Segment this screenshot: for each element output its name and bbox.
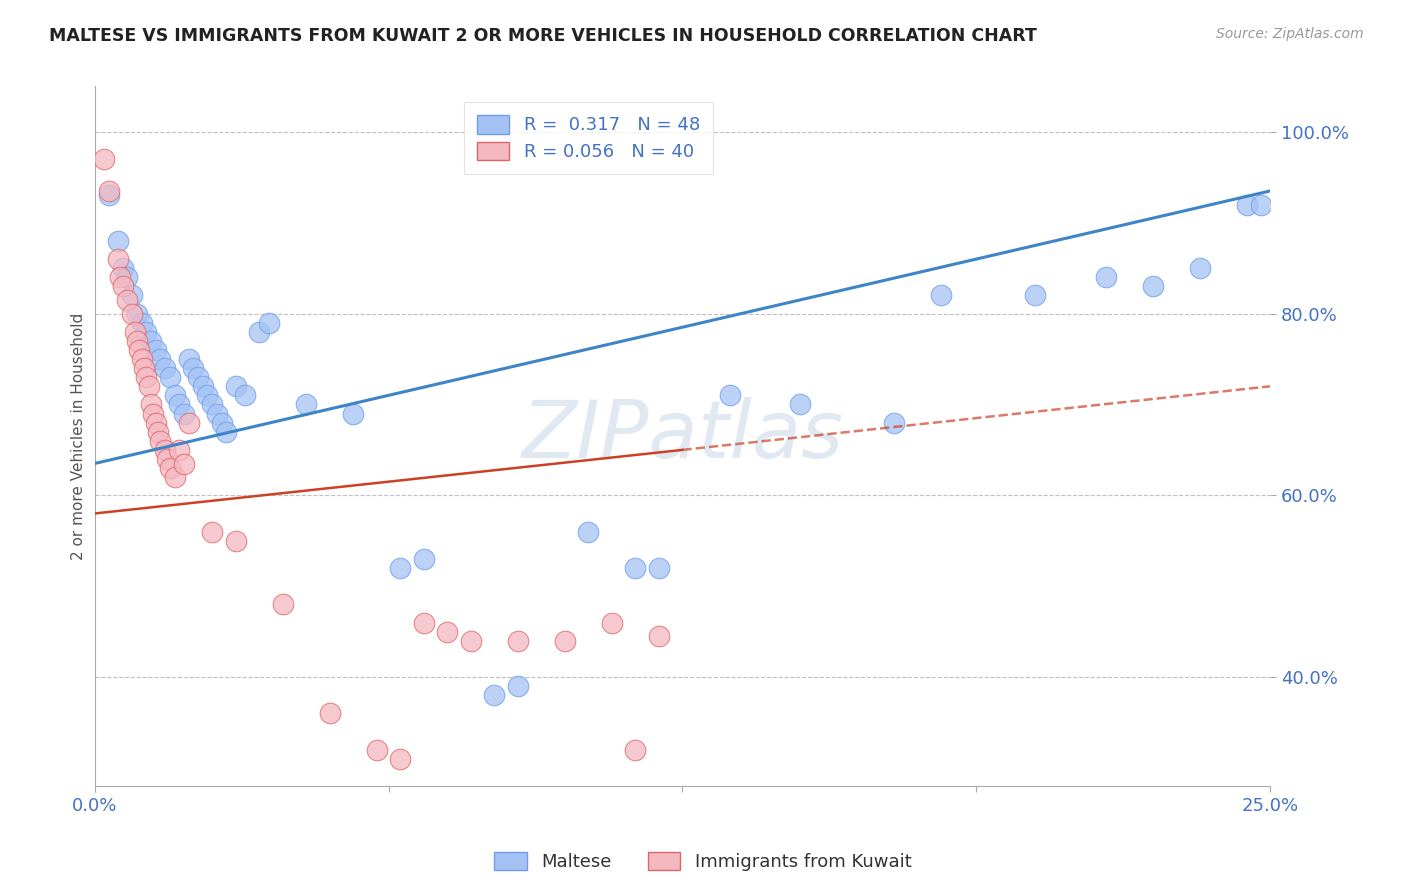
Point: [1188, 261, 1211, 276]
Point: [191, 379, 214, 393]
Point: [389, 561, 412, 575]
Point: [295, 397, 318, 411]
Point: [139, 397, 162, 411]
Point: [506, 633, 529, 648]
Point: [183, 361, 205, 376]
Text: Source: ZipAtlas.com: Source: ZipAtlas.com: [1216, 27, 1364, 41]
Point: [177, 351, 200, 366]
Point: [247, 325, 270, 339]
Text: ZIPatlas: ZIPatlas: [522, 397, 844, 475]
Point: [107, 252, 129, 266]
Point: [648, 629, 671, 643]
Point: [142, 407, 165, 421]
Point: [131, 316, 153, 330]
Point: [132, 361, 155, 376]
Point: [1250, 197, 1272, 211]
Point: [93, 152, 115, 166]
Point: [271, 598, 294, 612]
Point: [554, 633, 576, 648]
Point: [1024, 288, 1046, 302]
Point: [139, 334, 162, 348]
Point: [436, 624, 458, 639]
Legend: Maltese, Immigrants from Kuwait: Maltese, Immigrants from Kuwait: [488, 845, 918, 879]
Text: MALTESE VS IMMIGRANTS FROM KUWAIT 2 OR MORE VEHICLES IN HOUSEHOLD CORRELATION CH: MALTESE VS IMMIGRANTS FROM KUWAIT 2 OR M…: [49, 27, 1038, 45]
Point: [121, 288, 143, 302]
Point: [506, 679, 529, 693]
Point: [159, 370, 181, 384]
Point: [319, 706, 342, 721]
Point: [146, 425, 169, 439]
Point: [201, 397, 224, 411]
Point: [163, 470, 186, 484]
Point: [718, 388, 741, 402]
Point: [211, 416, 233, 430]
Point: [624, 561, 647, 575]
Point: [167, 397, 190, 411]
Point: [167, 442, 190, 457]
Point: [412, 552, 434, 566]
Point: [111, 261, 134, 276]
Point: [1094, 270, 1116, 285]
Point: [412, 615, 434, 630]
Point: [929, 288, 952, 302]
Point: [257, 316, 280, 330]
Point: [125, 307, 148, 321]
Point: [225, 533, 247, 548]
Point: [173, 457, 195, 471]
Point: [883, 416, 905, 430]
Point: [128, 343, 150, 357]
Point: [177, 416, 200, 430]
Point: [153, 442, 176, 457]
Point: [578, 524, 600, 539]
Point: [648, 561, 671, 575]
Point: [110, 270, 132, 285]
Point: [107, 234, 129, 248]
Point: [1236, 197, 1258, 211]
Point: [484, 688, 506, 702]
Point: [117, 293, 139, 307]
Point: [342, 407, 364, 421]
Point: [156, 452, 179, 467]
Point: [159, 461, 181, 475]
Point: [233, 388, 256, 402]
Point: [131, 351, 153, 366]
Point: [145, 343, 167, 357]
Point: [389, 752, 412, 766]
Point: [153, 361, 176, 376]
Point: [125, 334, 148, 348]
Point: [149, 351, 172, 366]
Point: [145, 416, 167, 430]
Point: [624, 743, 647, 757]
Point: [366, 743, 388, 757]
Point: [149, 434, 172, 448]
Point: [225, 379, 247, 393]
Point: [197, 388, 219, 402]
Point: [138, 379, 160, 393]
Point: [163, 388, 186, 402]
Y-axis label: 2 or more Vehicles in Household: 2 or more Vehicles in Household: [72, 312, 86, 560]
Point: [600, 615, 623, 630]
Point: [121, 307, 143, 321]
Point: [205, 407, 228, 421]
Point: [187, 370, 209, 384]
Point: [117, 270, 139, 285]
Point: [789, 397, 811, 411]
Point: [135, 325, 157, 339]
Point: [215, 425, 238, 439]
Point: [111, 279, 134, 293]
Point: [201, 524, 224, 539]
Point: [460, 633, 482, 648]
Point: [135, 370, 157, 384]
Legend: R =  0.317   N = 48, R = 0.056   N = 40: R = 0.317 N = 48, R = 0.056 N = 40: [464, 103, 713, 174]
Point: [173, 407, 195, 421]
Point: [97, 184, 120, 198]
Point: [97, 188, 120, 202]
Point: [1142, 279, 1164, 293]
Point: [124, 325, 146, 339]
